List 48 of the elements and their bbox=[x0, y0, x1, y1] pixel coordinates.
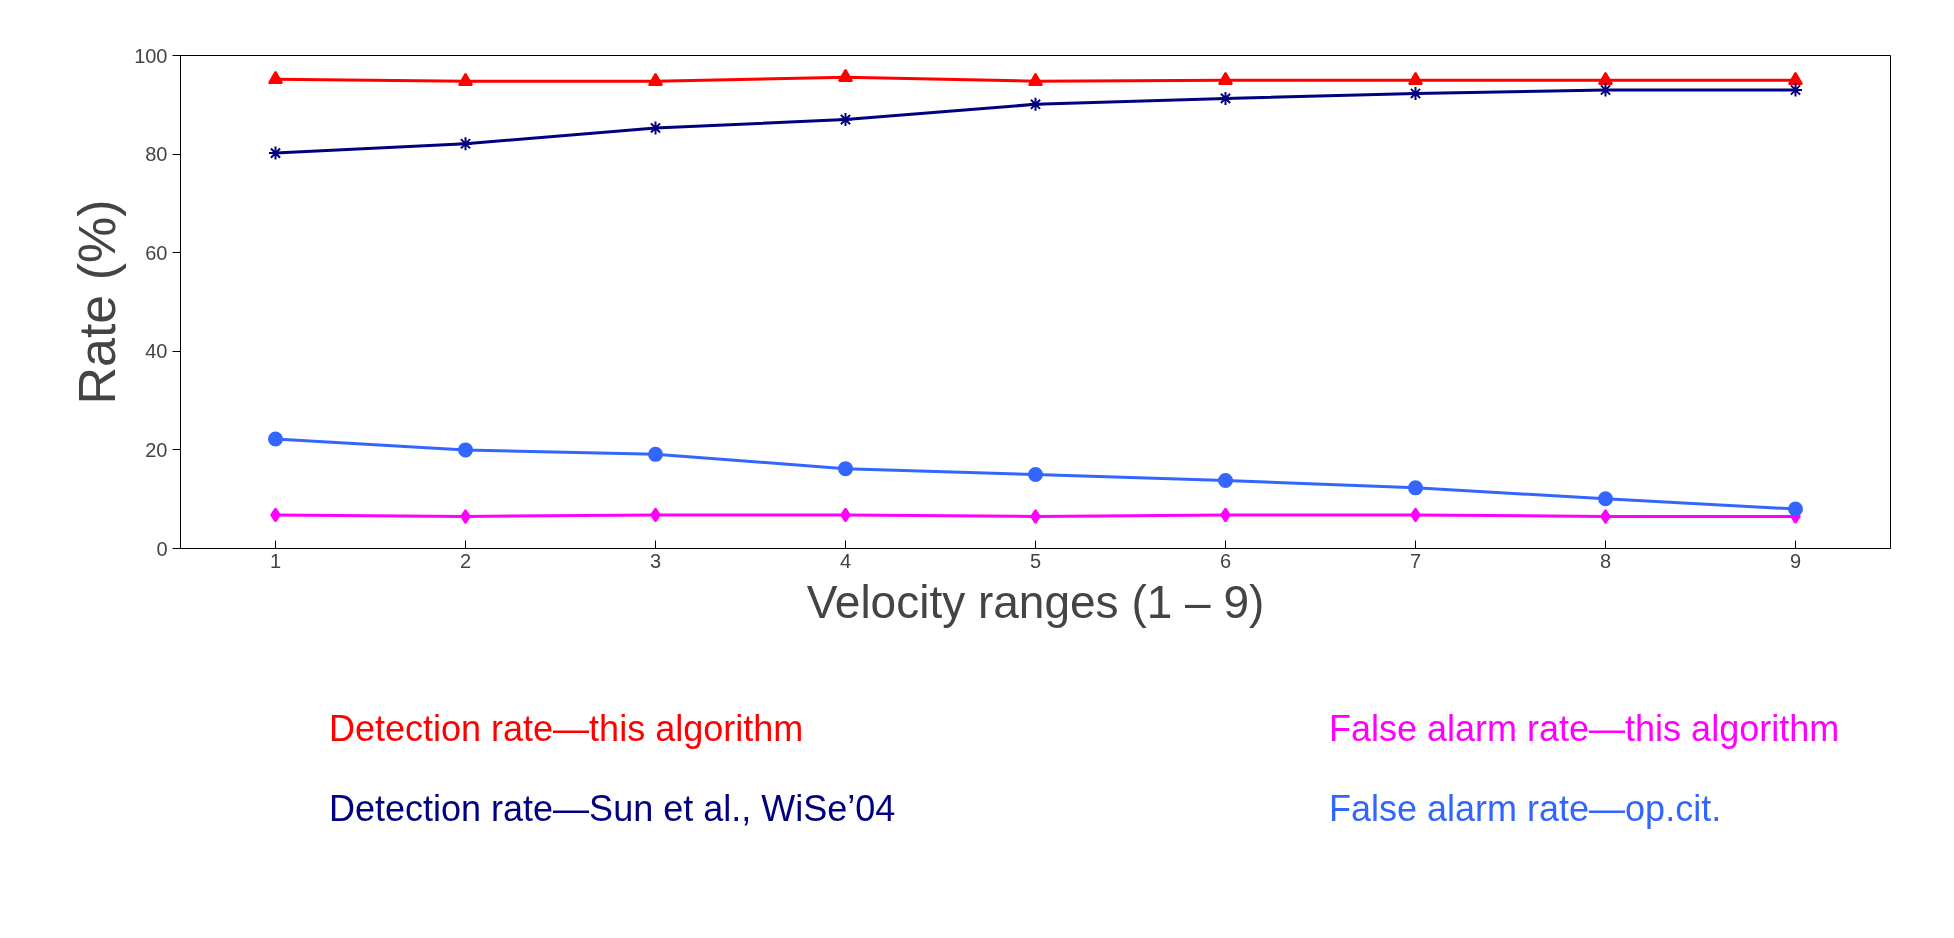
x-tick-label: 2 bbox=[459, 549, 472, 572]
point bbox=[1028, 72, 1043, 86]
point bbox=[458, 72, 473, 86]
y-tick-label: 60 bbox=[145, 241, 168, 264]
x-tick-label: 1 bbox=[269, 549, 282, 572]
text: False alarm rate—this algorithm bbox=[1329, 708, 1840, 750]
point bbox=[268, 70, 283, 84]
point bbox=[1598, 491, 1613, 507]
point bbox=[1788, 71, 1803, 85]
y-tick-label: 0 bbox=[156, 537, 168, 560]
point bbox=[1598, 71, 1613, 85]
point bbox=[458, 442, 473, 458]
point bbox=[838, 461, 853, 477]
point bbox=[1028, 96, 1043, 112]
text: Detection rate—this algorithm bbox=[329, 708, 804, 750]
point bbox=[1218, 90, 1233, 106]
x-tick-label: 5 bbox=[1029, 549, 1042, 572]
point bbox=[1598, 82, 1613, 98]
point bbox=[458, 136, 473, 152]
point bbox=[838, 68, 853, 82]
y-axis-title: Rate (%) bbox=[68, 199, 127, 405]
point bbox=[1408, 480, 1423, 496]
point bbox=[648, 120, 663, 136]
text: Detection rate—Sun et al., WiSe’04 bbox=[329, 788, 896, 830]
point bbox=[1788, 501, 1803, 517]
y-tick-label: 100 bbox=[134, 44, 168, 67]
point bbox=[838, 112, 853, 128]
x-tick-label: 7 bbox=[1409, 549, 1422, 572]
point bbox=[1408, 71, 1423, 85]
y-tick-label: 40 bbox=[145, 340, 168, 363]
point bbox=[648, 446, 663, 462]
x-tick-label: 8 bbox=[1599, 549, 1612, 572]
point bbox=[268, 145, 283, 161]
point bbox=[1408, 85, 1423, 101]
y-tick-label: 80 bbox=[145, 143, 168, 166]
point bbox=[1218, 472, 1233, 488]
y-tick-label: 20 bbox=[145, 438, 168, 461]
x-tick-label: 9 bbox=[1789, 549, 1802, 572]
point bbox=[268, 431, 283, 447]
x-tick-label: 3 bbox=[649, 549, 662, 572]
text: False alarm rate—op.cit. bbox=[1329, 788, 1722, 830]
point bbox=[1028, 467, 1043, 483]
point bbox=[648, 72, 663, 86]
x-axis-title: Velocity ranges (1 – 9) bbox=[806, 575, 1265, 628]
point bbox=[1218, 71, 1233, 85]
point bbox=[1788, 82, 1803, 98]
x-tick-label: 6 bbox=[1219, 549, 1232, 572]
x-tick-label: 4 bbox=[839, 549, 852, 572]
